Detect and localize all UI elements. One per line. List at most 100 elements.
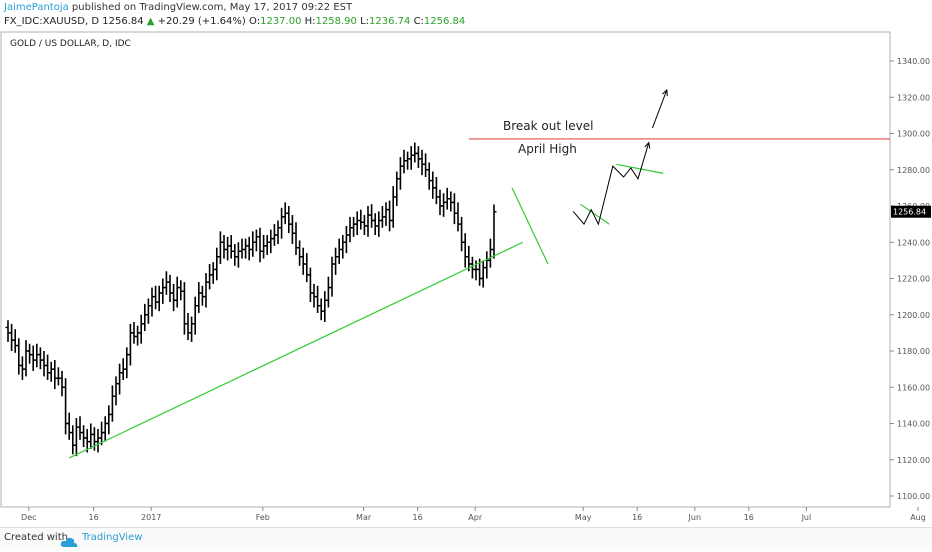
ohlc-bar (394, 171, 400, 206)
ohlc-bar (369, 204, 375, 228)
y-tick-label: 1220.00 (897, 275, 930, 284)
ohlc-bar (124, 347, 130, 379)
x-tick-label: May (575, 513, 592, 522)
x-tick-label: Apr (468, 513, 483, 522)
ohlc-bar (145, 298, 151, 324)
high-label: H: (304, 16, 316, 27)
ohlc-bar (181, 282, 187, 335)
x-tick-label: 16 (744, 513, 754, 522)
x-tick-label: 16 (413, 513, 423, 522)
ohlc-bar (221, 235, 227, 259)
y-tick-label: 1300.00 (897, 130, 930, 139)
ohlc-bar (163, 271, 169, 295)
trend-line (511, 187, 549, 265)
ohlc-bar (426, 162, 432, 190)
x-tick-label: Feb (256, 513, 270, 522)
ohlc-bar (243, 238, 249, 259)
ohlc-bar (59, 370, 65, 397)
up-arrow-icon: ▲ (146, 16, 155, 27)
ohlc-bar (117, 363, 123, 395)
ohlc-bar (347, 216, 353, 243)
ohlc-bar (455, 202, 461, 232)
ohlc-bar (207, 264, 213, 290)
ohlc-bar (441, 193, 447, 217)
ohlc-bar (286, 206, 292, 234)
ohlc-bar (217, 231, 223, 264)
ohlc-bar (153, 285, 159, 310)
ohlc-bar (63, 378, 69, 435)
ohlc-bar (322, 291, 328, 322)
symbol: FX_IDC:XAUUSD, D (4, 16, 100, 27)
ohlc-bar (156, 285, 162, 312)
ohlc-bar (387, 200, 393, 232)
ohlc-bar (246, 236, 252, 261)
ohlc-bar (149, 287, 155, 317)
open-value: 1237.00 (260, 16, 302, 27)
ohlc-bar (383, 202, 389, 226)
ohlc-bar (257, 227, 263, 263)
ohlc-bar (37, 347, 43, 370)
tradingview-link[interactable]: TradingView (82, 532, 143, 543)
ohlc-bar (250, 231, 256, 257)
ohlc-bar (329, 256, 335, 297)
ohlc-bar (131, 322, 137, 344)
y-tick-label: 1120.00 (897, 456, 930, 465)
ohlc-bar (336, 238, 342, 264)
close-label: C: (413, 16, 424, 27)
x-tick-label: Aug (910, 513, 926, 522)
tradingview-cloud-icon (60, 533, 78, 552)
ohlc-bar (12, 329, 18, 353)
x-tick-label: 2017 (141, 513, 161, 522)
ohlc-bar (106, 405, 112, 435)
published-text: published on TradingView.com, May 17, 20… (68, 2, 353, 13)
y-tick-label: 1280.00 (897, 166, 930, 175)
ohlc-bar (203, 273, 209, 308)
low-label: L: (360, 16, 370, 27)
ohlc-bar (127, 323, 133, 366)
ohlc-bar (185, 312, 191, 341)
ohlc-bar (491, 204, 497, 259)
ohlc-bar (70, 425, 76, 455)
ohlc-bar (235, 242, 241, 268)
price-chart[interactable]: GOLD / US DOLLAR, D, IDC 1340.00 1320.00 1… (0, 0, 932, 527)
close-value: 1256.84 (423, 16, 466, 27)
ohlc-bar (160, 278, 166, 304)
ohlc-bar (401, 149, 407, 174)
x-tick-label: Dec (21, 513, 36, 522)
ohlc-bar (189, 316, 195, 342)
x-tick-label: Jun (688, 513, 702, 522)
ohlc-bar (304, 253, 310, 283)
ohlc-bar (41, 351, 47, 377)
price-tag-bg (891, 205, 931, 218)
ohlc-bar (9, 323, 15, 351)
ohlc-bar (73, 418, 79, 457)
ohlc-bar (437, 189, 443, 216)
ohlc-bar (307, 267, 313, 303)
plot-frame (0, 31, 891, 508)
author-link[interactable]: JaimePantoja (4, 2, 69, 13)
ohlc-bar (279, 207, 285, 239)
ohlc-bar (275, 220, 281, 245)
trend-line (616, 163, 664, 174)
y-tick-label: 1160.00 (897, 383, 930, 392)
ohlc-bar (397, 157, 403, 190)
ohlc-bar (109, 385, 115, 422)
ohlc-bar (178, 280, 184, 301)
low-value: 1236.74 (369, 16, 411, 27)
ohlc-bar (430, 171, 436, 199)
ohlc-bar (199, 285, 205, 306)
symbol-line: FX_IDC:XAUUSD, D 1256.84 ▲ +20.29 (+1.64… (4, 16, 465, 27)
ohlc-bar (480, 260, 486, 288)
ohlc-bar (88, 423, 94, 449)
ohlc-bar (16, 338, 22, 375)
high-value: 1258.90 (315, 16, 357, 27)
ohlc-bar (34, 343, 40, 368)
x-tick-label: Mar (356, 513, 372, 522)
ohlc-bar (192, 296, 198, 335)
x-tick-label: Jul (801, 513, 812, 522)
ohlc-bar (311, 283, 317, 308)
ohlc-bar (405, 151, 411, 170)
last-price: 1256.84 (102, 16, 144, 27)
annotation-breakout: Break out level (503, 119, 593, 133)
ohlc-bar (325, 276, 331, 308)
